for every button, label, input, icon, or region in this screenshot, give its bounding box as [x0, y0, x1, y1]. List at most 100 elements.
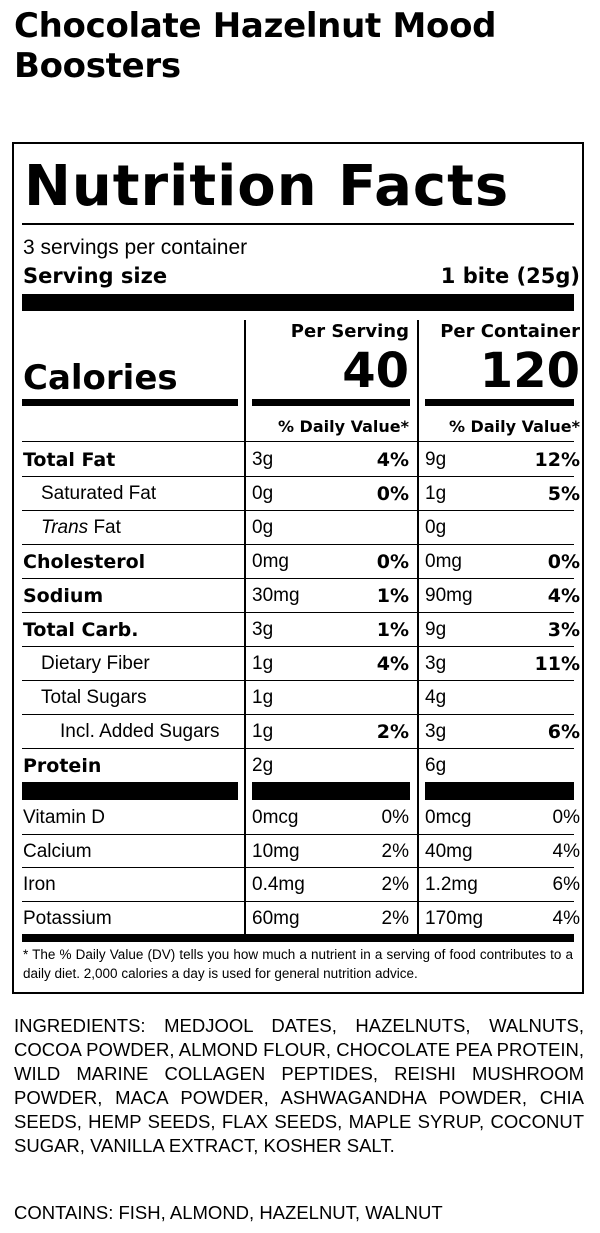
dv-header-container: % Daily Value*	[448, 417, 580, 436]
nutrient-name: Total Carb.	[23, 619, 139, 641]
nutrient-serving-amount: 3g	[252, 449, 274, 470]
nutrient-container-dv: 11%	[534, 653, 580, 675]
nutrient-name: Incl. Added Sugars	[60, 721, 220, 742]
vitamin-divider	[22, 867, 574, 868]
nutrient-serving-amount: 3g	[252, 619, 274, 640]
vitamin-container-amount: 40mg	[425, 840, 473, 862]
ingredients-statement: INGREDIENTS: MEDJOOL DATES, HAZELNUTS, W…	[14, 1015, 584, 1156]
nutrient-container-amount: 0mg	[425, 551, 462, 572]
nutrient-divider	[22, 476, 574, 477]
vitamin-container-amount: 0mcg	[425, 807, 472, 828]
dv-rule	[22, 441, 574, 442]
nutrient-container-amount: 4g	[425, 687, 447, 708]
nutrient-row: Incl. Added Sugars 1g 2% 3g 6%	[14, 715, 582, 749]
nutrient-container-amount: 3g	[425, 721, 447, 742]
nutrient-container-dv: 4%	[547, 585, 580, 607]
vitamin-row: Vitamin D 0mcg 0% 0mcg 0%	[14, 801, 582, 835]
vitamin-serving-dv: 2%	[381, 907, 409, 929]
nutrient-serving-amount: 1g	[252, 721, 274, 742]
vitamin-serving-dv: 2%	[381, 874, 409, 895]
nutrient-divider	[22, 544, 574, 545]
nutrient-serving-dv: 0%	[376, 483, 409, 505]
nutrient-name-rest: Fat	[88, 517, 121, 538]
vitamin-serving-dv: 2%	[381, 840, 409, 862]
vitamin-container-dv: 6%	[552, 874, 580, 895]
serving-size-label: Serving size	[23, 264, 168, 288]
vitamin-serving-amount: 0.4mg	[252, 874, 305, 895]
nutrient-serving-amount: 30mg	[252, 585, 300, 606]
nutrient-container-dv: 3%	[547, 619, 580, 641]
per-container-header: Per Container	[440, 321, 580, 342]
thick-rule-top	[22, 294, 574, 311]
vitamin-divider	[22, 833, 574, 835]
vitamin-container-dv: 4%	[552, 907, 580, 929]
vitamin-container-amount: 170mg	[425, 907, 484, 929]
nutrient-row: Sodium 30mg 1% 90mg 4%	[14, 579, 582, 613]
nutrient-container-amount: 9g	[425, 619, 447, 640]
nutrient-serving-dv: 2%	[376, 721, 409, 743]
nutrient-container-amount: 3g	[425, 653, 447, 674]
nutrient-name: Saturated Fat	[41, 483, 157, 504]
nutrient-container-dv: 12%	[534, 449, 580, 471]
nutrient-divider	[22, 748, 574, 749]
vitamin-container-dv: 0%	[552, 807, 580, 828]
nutrient-row: Trans Fat 0g 0g	[14, 511, 582, 545]
nutrient-row: Protein 2g 6g	[14, 749, 582, 783]
vitamin-name: Iron	[23, 874, 56, 895]
vitamin-container-amount: 1.2mg	[425, 874, 478, 895]
serving-size-value: 1 bite (25g)	[440, 264, 580, 288]
nutrient-serving-dv: 4%	[376, 653, 409, 675]
nutrient-serving-amount: 1g	[252, 653, 274, 674]
nutrient-name: Trans Fat	[41, 517, 121, 539]
calories-label: Calories	[23, 358, 178, 398]
nutrient-container-amount: 6g	[425, 755, 447, 776]
thick-rule-calories-right	[425, 399, 574, 406]
heading-rule	[22, 223, 574, 225]
nutrient-container-dv: 6%	[547, 721, 580, 743]
dv-header-serving: % Daily Value*	[277, 417, 409, 436]
nutrient-container-amount: 1g	[425, 483, 447, 504]
vitamin-name: Vitamin D	[23, 807, 106, 828]
thick-rule-calories-mid	[252, 399, 410, 406]
nutrient-divider	[22, 646, 574, 647]
nutrient-container-amount: 90mg	[425, 585, 473, 606]
nutrient-serving-dv: 1%	[376, 619, 409, 641]
calories-per-container: 120	[479, 343, 580, 399]
thick-rule-vitamins-left	[22, 782, 238, 800]
nutrition-facts-label: Nutrition Facts 3 servings per container…	[12, 142, 584, 994]
nutrient-container-amount: 9g	[425, 449, 447, 470]
vitamin-serving-amount: 10mg	[252, 840, 300, 862]
nutrient-serving-amount: 2g	[252, 755, 274, 776]
thick-rule-vitamins-right	[425, 782, 574, 800]
nutrient-divider	[22, 612, 574, 613]
nutrition-facts-heading: Nutrition Facts	[24, 154, 510, 219]
vitamin-serving-amount: 0mcg	[252, 807, 299, 828]
vitamin-row: Iron 0.4mg 2% 1.2mg 6%	[14, 868, 582, 902]
nutrient-divider	[22, 680, 574, 681]
nutrient-serving-amount: 0g	[252, 517, 274, 538]
nutrient-serving-dv: 0%	[376, 551, 409, 573]
column-divider-right	[417, 320, 419, 934]
nutrient-container-amount: 0g	[425, 517, 447, 538]
nutrient-name-italic: Trans	[41, 517, 89, 538]
vitamin-serving-amount: 60mg	[252, 907, 300, 929]
vitamin-container-dv: 4%	[552, 840, 580, 862]
nutrient-divider	[22, 578, 574, 579]
nutrient-row: Cholesterol 0mg 0% 0mg 0%	[14, 545, 582, 579]
nutrient-serving-amount: 0mg	[252, 551, 289, 572]
per-serving-header: Per Serving	[290, 321, 409, 342]
nutrient-row: Total Sugars 1g 4g	[14, 681, 582, 715]
vitamin-divider	[22, 900, 574, 902]
vitamin-name: Potassium	[23, 907, 112, 929]
allergen-statement: CONTAINS: FISH, ALMOND, HAZELNUT, WALNUT	[14, 1202, 443, 1223]
servings-per-container: 3 servings per container	[23, 236, 248, 259]
nutrient-serving-amount: 1g	[252, 687, 274, 708]
thick-rule-vitamins-mid	[252, 782, 410, 800]
nutrient-container-dv: 5%	[547, 483, 580, 505]
calories-per-serving: 40	[342, 343, 409, 399]
column-divider-left	[244, 320, 246, 934]
nutrient-row: Total Fat 3g 4% 9g 12%	[14, 443, 582, 477]
nutrient-row: Total Carb. 3g 1% 9g 3%	[14, 613, 582, 647]
nutrient-name: Dietary Fiber	[41, 653, 150, 674]
vitamin-name: Calcium	[23, 840, 92, 862]
